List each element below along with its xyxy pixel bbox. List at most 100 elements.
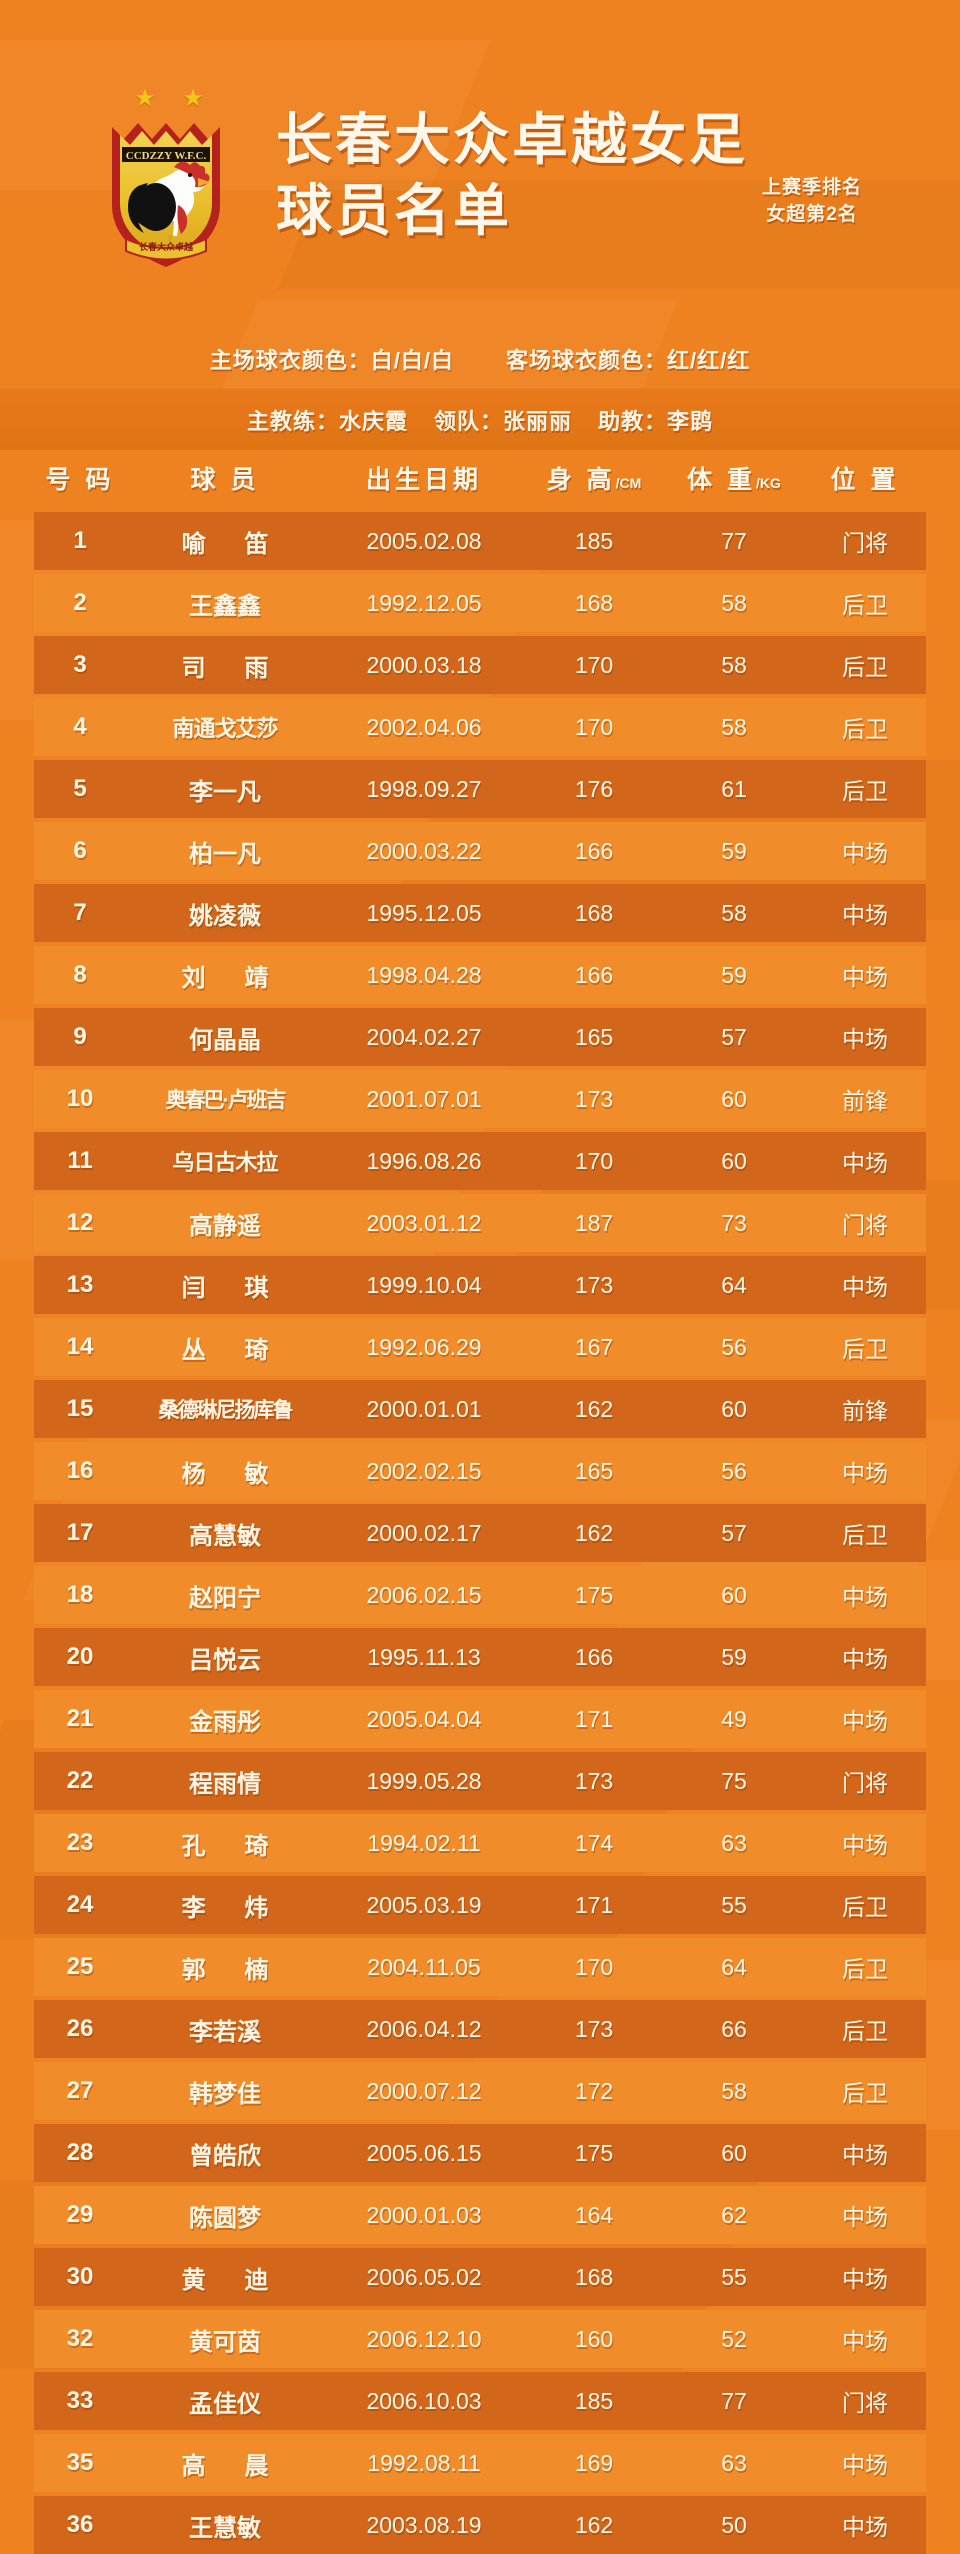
cell-player-name: 高 晨	[181, 2452, 285, 2480]
cell-jersey-number: 6	[73, 837, 87, 864]
cell-player-name: 李若溪	[189, 2018, 261, 2046]
cell-player-name: 黄 迪	[181, 2266, 285, 2294]
cell-position: 中场	[842, 1026, 888, 1052]
table-header-row: 号 码 球 员 出生日期 身 高/CM 体 重/KG 位 置	[34, 450, 926, 506]
cell-player-name: 程雨情	[189, 1770, 261, 1798]
cell-position: 中场	[842, 964, 888, 990]
cell-player-name: 孟佳仪	[189, 2390, 261, 2418]
away-kit: 客场球衣颜色：红/红/红	[506, 343, 750, 375]
cell-birthdate: 2005.06.15	[366, 2139, 482, 2166]
table-row: 24 李 炜 2005.03.19 171 55 后卫	[34, 1876, 926, 1934]
cell-weight: 58	[721, 589, 747, 616]
cell-player-name: 韩梦佳	[189, 2080, 261, 2108]
cell-height: 162	[574, 1395, 614, 1422]
cell-position: 门将	[842, 1770, 888, 1796]
cell-weight: 77	[721, 527, 747, 554]
cell-jersey-number: 12	[66, 1209, 94, 1236]
cell-player-name: 王慧敏	[189, 2514, 261, 2542]
assistant-coach: 助教：李鹍	[598, 404, 713, 436]
cell-position: 中场	[842, 1274, 888, 1300]
table-row: 29 陈圆梦 2000.01.03 164 62 中场	[34, 2186, 926, 2244]
table-row: 23 孔 琦 1994.02.11 174 63 中场	[34, 1814, 926, 1872]
home-kit-value: 白/白/白	[370, 348, 454, 373]
cell-weight: 59	[721, 961, 747, 988]
table-row: 21 金雨彤 2005.04.04 171 49 中场	[34, 1690, 926, 1748]
crest-shield-icon: CCDZZY W.F.C. 长春大众卓越	[111, 123, 220, 267]
cell-weight: 59	[721, 1643, 747, 1670]
poster-title-line1: 长春大众卓越女足	[275, 108, 748, 172]
cell-jersey-number: 33	[66, 2387, 94, 2414]
cell-position: 前锋	[842, 1088, 888, 1114]
cell-jersey-number: 10	[66, 1085, 94, 1112]
cell-birthdate: 2000.01.01	[366, 1395, 482, 1422]
cell-player-name: 喻 笛	[181, 530, 285, 558]
table-row: 7 姚凌薇 1995.12.05 168 58 中场	[34, 884, 926, 942]
cell-weight: 60	[721, 1147, 747, 1174]
staff-row: 主教练：水庆霞 领队：张丽丽 助教：李鹍	[0, 388, 960, 450]
cell-weight: 55	[721, 1891, 747, 1918]
cell-player-name: 孔 琦	[181, 1832, 285, 1860]
cell-birthdate: 1992.08.11	[367, 2449, 481, 2476]
cell-player-name: 王鑫鑫	[189, 592, 261, 620]
cell-player-name: 闫 琪	[181, 1274, 285, 1302]
cell-player-name: 奥春巴·卢班吉	[165, 1089, 287, 1112]
cell-jersey-number: 25	[66, 1953, 94, 1980]
cell-player-name: 黄可茵	[189, 2328, 261, 2356]
cell-weight: 64	[721, 1271, 747, 1298]
cell-birthdate: 2003.01.12	[366, 1209, 482, 1236]
cell-height: 171	[574, 1891, 614, 1918]
cell-jersey-number: 11	[67, 1147, 93, 1174]
cell-weight: 49	[721, 1705, 747, 1732]
table-row: 14 丛 琦 1992.06.29 167 56 后卫	[34, 1318, 926, 1376]
cell-player-name: 赵阳宁	[189, 1584, 261, 1612]
table-row: 22 程雨情 1999.05.28 173 75 门将	[34, 1752, 926, 1810]
cell-birthdate: 1996.08.26	[366, 1147, 482, 1174]
cell-birthdate: 2006.10.03	[366, 2387, 482, 2414]
cell-birthdate: 2003.08.19	[366, 2511, 482, 2538]
cell-position: 中场	[842, 1646, 888, 1672]
cell-height: 166	[574, 1643, 614, 1670]
cell-jersey-number: 8	[73, 961, 87, 988]
table-row: 25 郭 楠 2004.11.05 170 64 后卫	[34, 1938, 926, 1996]
assistant-coach-label: 助教：	[598, 408, 668, 434]
weight-unit: /KG	[756, 475, 781, 491]
cell-weight: 77	[721, 2387, 747, 2414]
cell-height: 175	[574, 2139, 614, 2166]
cell-position: 门将	[842, 530, 888, 556]
cell-birthdate: 2000.02.17	[366, 1519, 482, 1546]
table-row: 35 高 晨 1992.08.11 169 63 中场	[34, 2434, 926, 2492]
cell-height: 160	[574, 2325, 614, 2352]
cell-weight: 50	[721, 2511, 747, 2538]
cell-jersey-number: 14	[66, 1333, 94, 1360]
cell-birthdate: 2000.07.12	[366, 2077, 482, 2104]
cell-jersey-number: 24	[66, 1891, 94, 1918]
cell-height: 173	[574, 2015, 614, 2042]
cell-birthdate: 2002.04.06	[366, 713, 482, 740]
table-row: 20 吕悦云 1995.11.13 166 59 中场	[34, 1628, 926, 1686]
cell-birthdate: 2005.03.19	[366, 1891, 482, 1918]
cell-jersey-number: 21	[66, 1705, 94, 1732]
cell-weight: 60	[721, 1395, 747, 1422]
column-header-height: 身 高/CM	[546, 466, 642, 494]
cell-jersey-number: 4	[73, 713, 87, 740]
cell-weight: 60	[721, 1581, 747, 1608]
cell-position: 后卫	[842, 1522, 888, 1548]
cell-player-name: 李一凡	[189, 778, 261, 806]
cell-birthdate: 1995.12.05	[366, 899, 482, 926]
cell-jersey-number: 22	[66, 1767, 94, 1794]
head-coach-label: 主教练：	[246, 408, 339, 434]
cell-weight: 58	[721, 651, 747, 678]
column-header-weight: 体 重/KG	[687, 466, 781, 494]
cell-weight: 66	[721, 2015, 747, 2042]
cell-weight: 73	[721, 1209, 747, 1236]
cell-height: 173	[574, 1767, 614, 1794]
cell-birthdate: 2000.01.03	[366, 2201, 482, 2228]
assistant-coach-name: 李鹍	[667, 408, 714, 434]
cell-position: 后卫	[842, 2018, 888, 2044]
cell-birthdate: 2002.02.15	[366, 1457, 482, 1484]
table-row: 15 桑德琳尼扬库鲁 2000.01.01 162 60 前锋	[34, 1380, 926, 1438]
crest-initials-text: CCDZZY W.F.C.	[126, 150, 207, 162]
cell-position: 中场	[842, 2204, 888, 2230]
cell-height: 187	[574, 1209, 614, 1236]
cell-jersey-number: 9	[73, 1023, 87, 1050]
